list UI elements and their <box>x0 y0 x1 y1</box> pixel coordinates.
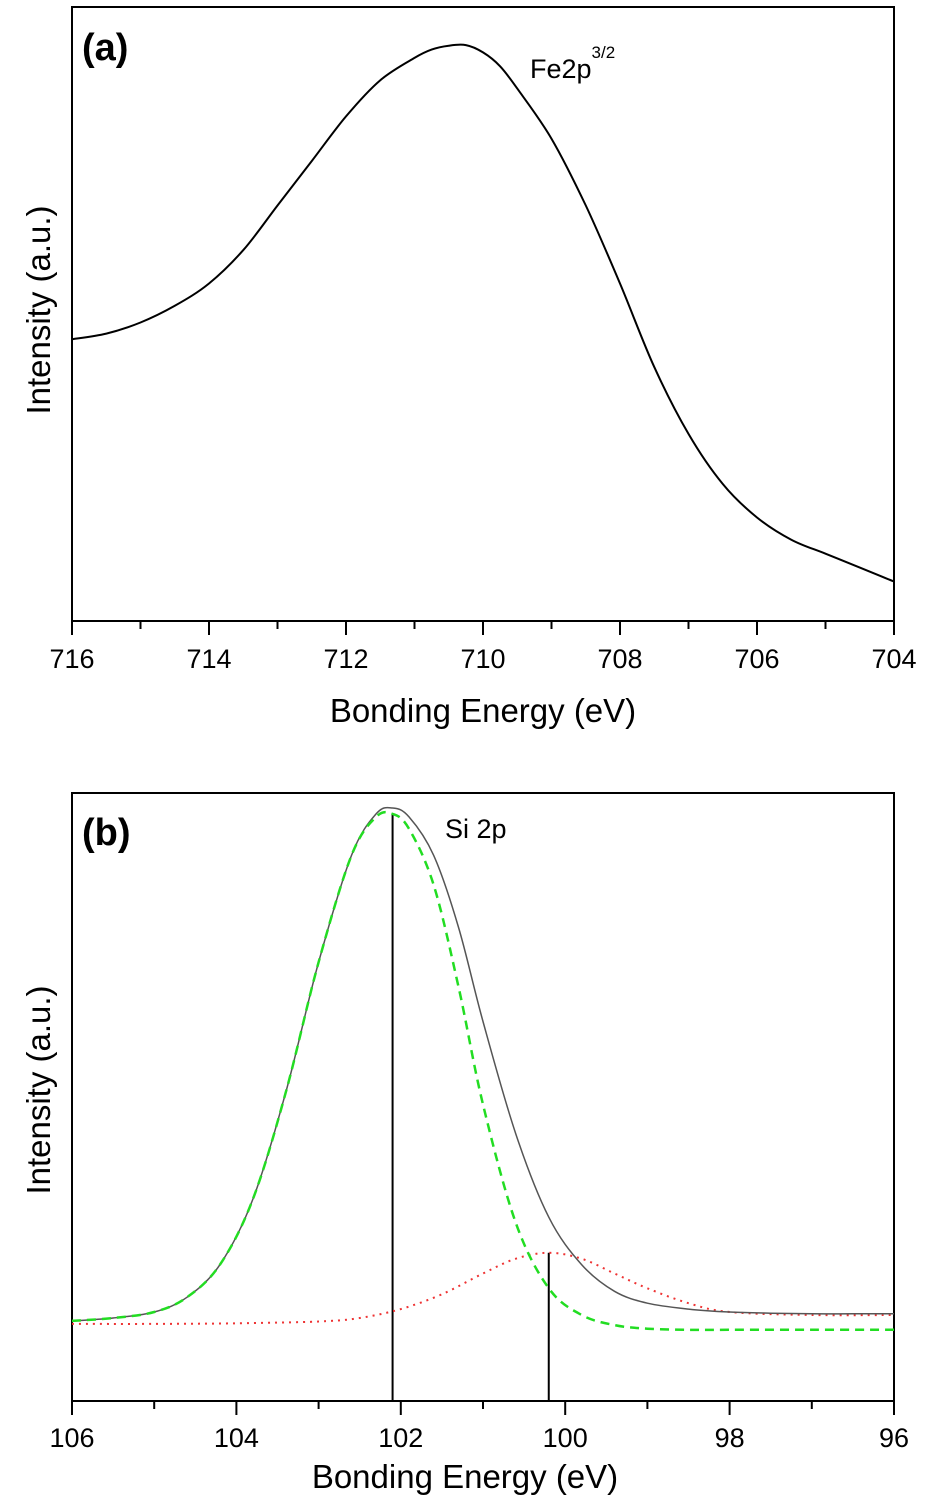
x-tick-label-a-2: 712 <box>323 644 368 674</box>
x-axis-title-a: Bonding Energy (eV) <box>330 692 636 729</box>
x-tick-label-a-5: 706 <box>734 644 779 674</box>
panel-label-a: (a) <box>82 27 128 69</box>
x-tick-label-a-1: 714 <box>186 644 231 674</box>
x-tick-label-a-0: 716 <box>49 644 94 674</box>
si2p-fit-peak-2-dotted <box>71 1251 895 1325</box>
si2p-envelope-line <box>71 806 894 1322</box>
fe2p-annotation: Fe2p3/2 <box>530 43 615 84</box>
plot-frame-b <box>71 792 895 1402</box>
fe2p-annotation-text: Fe2p <box>530 54 592 84</box>
panel-label-b: (b) <box>82 812 131 854</box>
si2p-fit-peak-1-dashed <box>71 810 894 1332</box>
x-axis-title-b: Bonding Energy (eV) <box>312 1458 618 1495</box>
x-tick-label-b-5: 96 <box>879 1423 909 1453</box>
x-tick-label-b-0: 106 <box>49 1423 94 1453</box>
panel-b-si2p: 106 104 102 100 98 96 (b) Si 2p Bonding Energ… <box>20 792 909 1495</box>
y-axis-title-a: Intensity (a.u.) <box>20 205 57 414</box>
x-tick-label-b-3: 100 <box>543 1423 588 1453</box>
peak-markers-b <box>391 813 550 1401</box>
x-tick-label-b-1: 104 <box>214 1423 259 1453</box>
x-tick-label-a-6: 704 <box>871 644 916 674</box>
x-tick-label-b-2: 102 <box>378 1423 423 1453</box>
x-tick-label-b-4: 98 <box>715 1423 745 1453</box>
x-tick-label-a-3: 710 <box>460 644 505 674</box>
x-tick-label-a-4: 708 <box>597 644 642 674</box>
plot-frame-a <box>71 6 895 622</box>
panel-a-fe2p: 716 714 712 710 708 706 704 (a) Fe2p3/2 Bondin… <box>20 6 917 729</box>
si2p-annotation: Si 2p <box>445 814 507 844</box>
fe2p-spectrum-line <box>71 43 895 583</box>
x-ticks-b: 106 104 102 100 98 96 <box>49 1401 909 1453</box>
x-ticks-a: 716 714 712 710 708 706 704 <box>49 621 917 674</box>
fe2p-annotation-superscript: 3/2 <box>592 43 616 62</box>
y-axis-title-b: Intensity (a.u.) <box>20 985 57 1194</box>
